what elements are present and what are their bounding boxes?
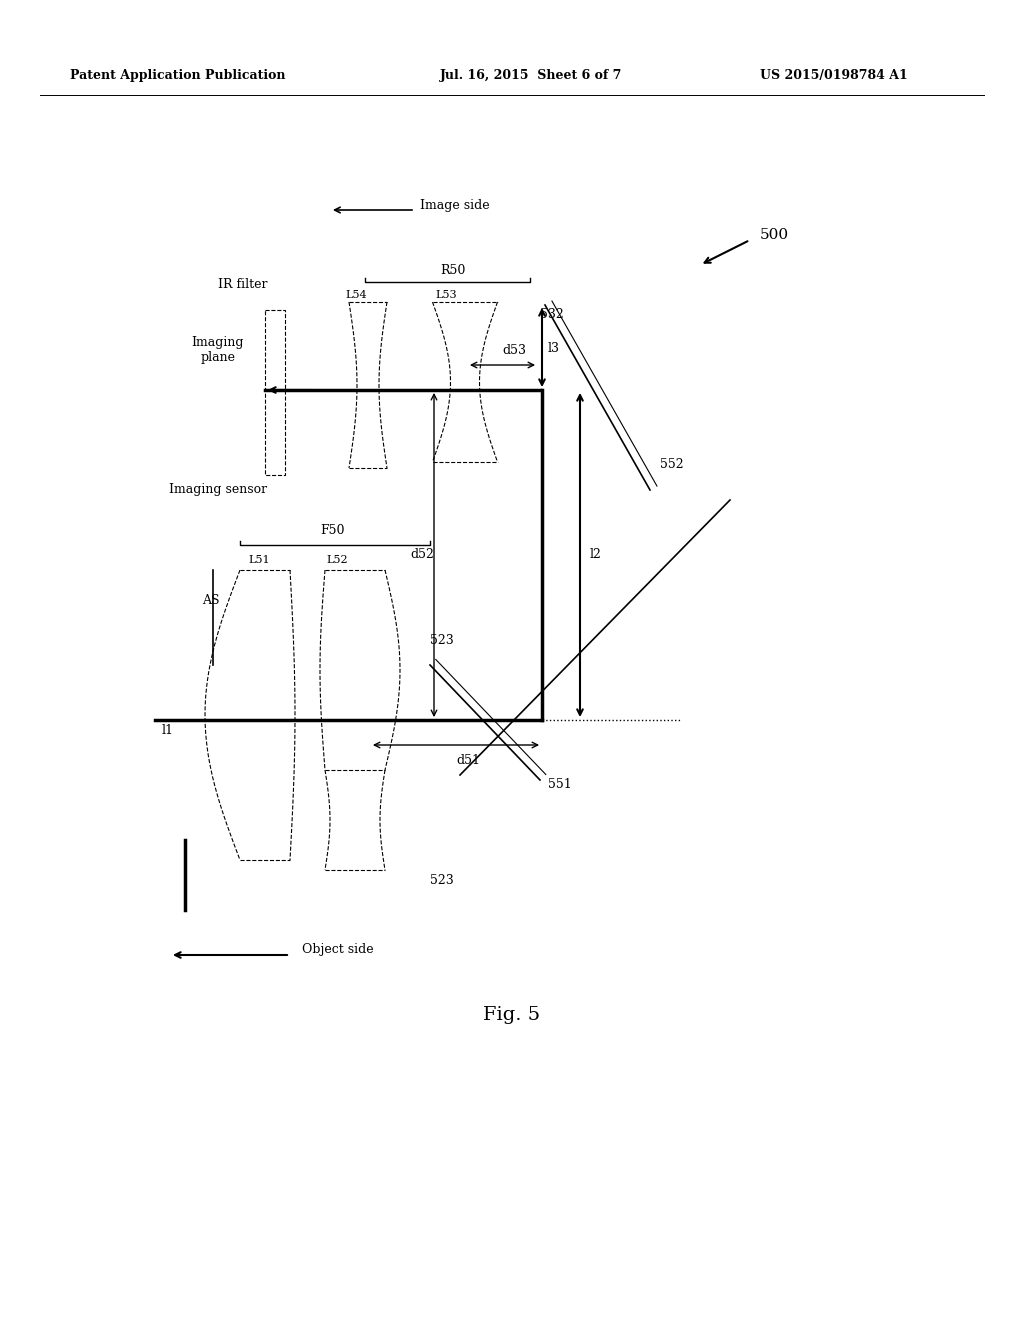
Text: Imaging sensor: Imaging sensor [169, 483, 267, 496]
Text: Imaging
plane: Imaging plane [191, 337, 245, 364]
Text: L53: L53 [435, 290, 457, 300]
Text: d52: d52 [410, 549, 434, 561]
Text: 552: 552 [660, 458, 684, 471]
Text: Object side: Object side [302, 944, 374, 957]
Text: US 2015/0198784 A1: US 2015/0198784 A1 [760, 69, 907, 82]
Text: l3: l3 [548, 342, 560, 355]
Text: F50: F50 [319, 524, 344, 536]
Text: L54: L54 [345, 290, 367, 300]
Text: Fig. 5: Fig. 5 [483, 1006, 541, 1024]
Text: 551: 551 [548, 779, 571, 792]
Text: L52: L52 [326, 554, 347, 565]
Text: L51: L51 [248, 554, 269, 565]
Text: Image side: Image side [420, 198, 489, 211]
Text: d53: d53 [502, 343, 526, 356]
Text: l2: l2 [590, 549, 602, 561]
Text: 523: 523 [430, 874, 454, 887]
Text: AS: AS [202, 594, 219, 606]
Text: Patent Application Publication: Patent Application Publication [70, 69, 286, 82]
Text: R50: R50 [440, 264, 465, 276]
Text: 500: 500 [760, 228, 790, 242]
Text: 523: 523 [430, 634, 454, 647]
Text: Jul. 16, 2015  Sheet 6 of 7: Jul. 16, 2015 Sheet 6 of 7 [440, 69, 623, 82]
Text: IR filter: IR filter [218, 279, 267, 292]
Text: d51: d51 [456, 754, 480, 767]
Text: 532: 532 [540, 309, 564, 322]
Text: l1: l1 [162, 723, 174, 737]
